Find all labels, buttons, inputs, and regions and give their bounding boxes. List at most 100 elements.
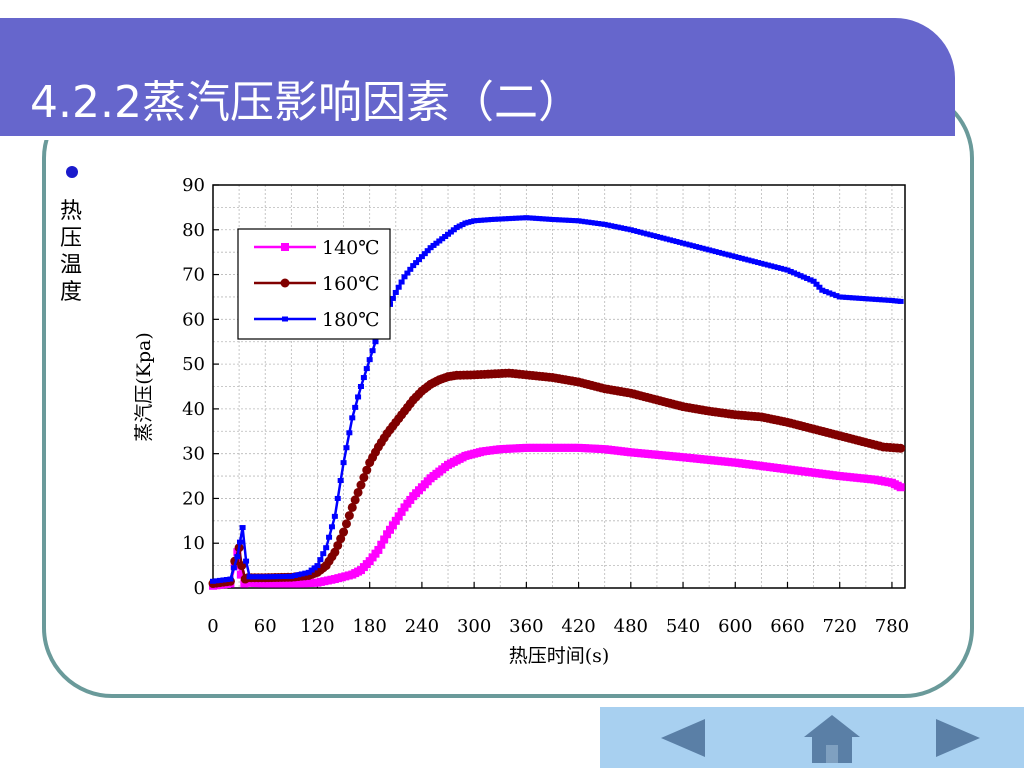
series-point [344,511,354,521]
series-point [771,264,778,270]
series-point [699,245,706,251]
series-point [404,270,411,276]
navigation-bar [600,707,1024,768]
series-point [706,247,713,253]
triangle-left-icon[interactable] [655,715,711,761]
series-point [363,366,370,372]
series-point [810,278,817,284]
series-point [246,574,253,580]
series-point [336,534,346,544]
series-point [243,558,250,564]
series-point [552,217,559,223]
y-tick-label: 50 [182,354,205,375]
y-tick-label: 40 [182,399,205,420]
y-axis-label: 蒸汽压(Kpa) [133,332,155,442]
series-point [696,244,703,250]
series-point [758,260,765,266]
series-point [285,573,292,579]
y-tick-label: 0 [194,578,205,599]
series-point [392,289,399,295]
series-point [598,221,605,227]
series-point [355,394,362,400]
series-point [673,239,680,245]
series-point [774,265,781,271]
series-point [621,225,628,231]
series-point [777,265,784,271]
series-point [474,218,481,224]
x-tick-label: 60 [254,616,277,637]
series-point [653,233,660,239]
series-point [735,254,742,260]
series-point [819,287,826,293]
series-point [302,570,309,576]
series-point [268,574,275,580]
chart-legend: 140℃ 160℃ 180℃ [237,228,391,340]
series-point [249,574,256,580]
series-point [291,573,298,579]
series-point [575,218,582,224]
series-point [331,513,338,519]
series-point [768,263,775,269]
series-point [330,547,340,557]
series-point [421,251,428,257]
series-point [526,215,533,221]
series-point [829,291,836,297]
plot-area-border [212,184,906,589]
series-point [800,274,807,280]
title-underline [0,136,905,140]
series-point [314,563,321,569]
x-tick-label: 120 [300,616,334,637]
series-point [882,297,889,303]
series-point [794,271,801,277]
series-point [523,215,530,221]
series-point [410,263,417,269]
triangle-right-icon[interactable] [930,715,986,761]
chart-ticks: 0 10 20 30 40 50 60 70 80 90 0 60 120 180 240 300 360 420… [182,175,909,637]
series-point [618,225,625,231]
series-point [481,217,488,223]
series-point [804,275,811,281]
series-point [637,229,644,235]
series-point [611,223,618,229]
series-point [764,262,771,268]
series-point [846,295,853,301]
x-tick-label: 0 [207,616,218,637]
home-icon[interactable] [800,711,864,765]
x-tick-label: 300 [457,616,491,637]
series-point [341,519,351,529]
series-point [362,465,372,475]
series-point [394,512,403,521]
series-point [542,216,549,222]
x-tick-label: 420 [561,616,595,637]
x-tick-label: 540 [666,616,700,637]
series-point [213,578,220,584]
y-tick-label: 10 [182,533,205,554]
series-point [320,551,327,557]
series-point [236,570,245,579]
chart-series [208,215,906,590]
y-tick-label: 20 [182,488,205,509]
series-point [631,228,638,234]
series-point [787,268,794,274]
series-point [356,480,366,490]
series-point [478,217,485,223]
series-point [220,577,227,583]
series-point [797,273,804,279]
series-point [556,217,562,223]
series-point [398,279,405,285]
series-point [791,270,798,276]
series-point [343,445,350,451]
series-point [582,219,589,225]
series-point [377,540,386,549]
series-point [686,242,693,248]
bullet-dot [66,166,78,178]
series-point [366,357,373,363]
series-point [826,290,833,296]
series-point [492,216,499,222]
legend-marker [281,243,289,251]
series-point [397,507,406,516]
series-point [745,257,752,263]
series-point [732,254,739,260]
series-point [843,294,850,300]
series-point [896,443,906,453]
